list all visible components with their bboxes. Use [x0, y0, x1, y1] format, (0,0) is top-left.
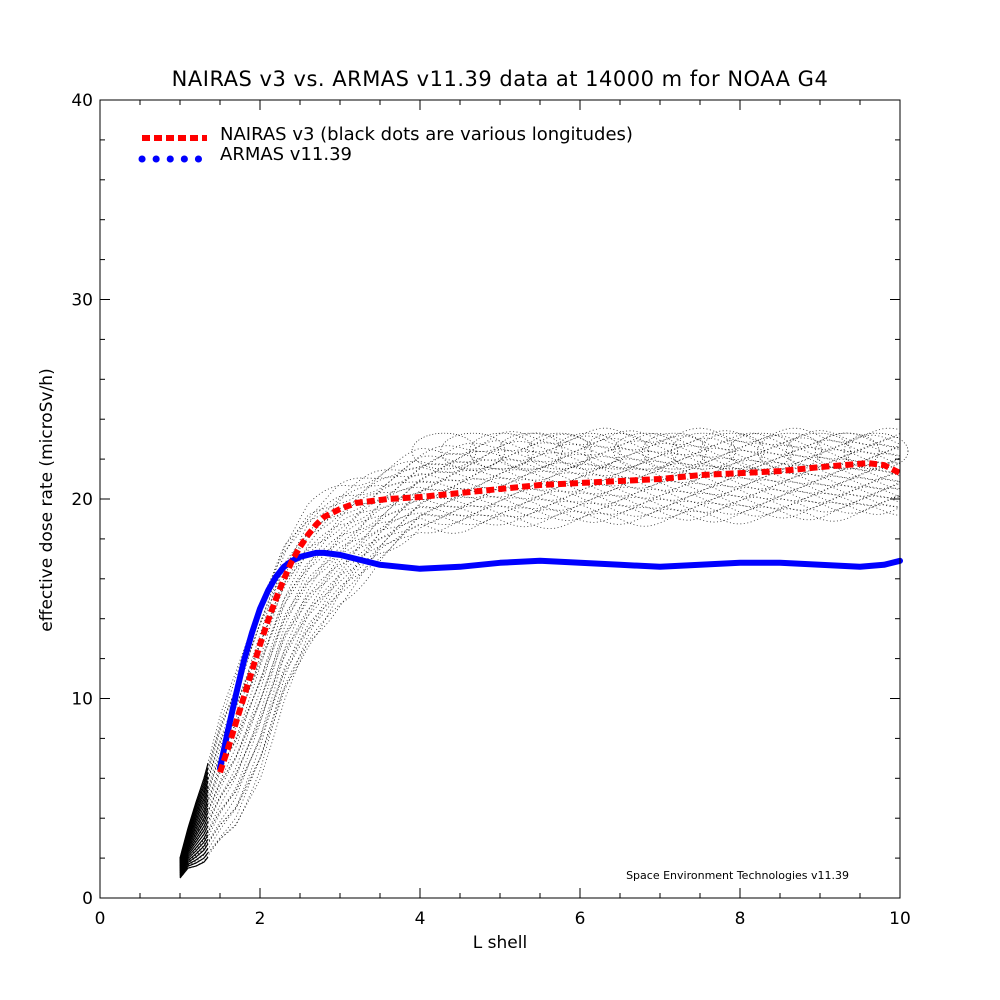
axis-ticks: 0 2 4 6 8 10 0 10 20 30 40: [71, 91, 910, 929]
longitude-dot-curve: [179, 446, 901, 864]
longitude-dot-curve: [179, 432, 901, 860]
longitude-dot-curve: [179, 482, 901, 873]
longitude-dot-loop: [469, 432, 534, 470]
longitude-dot-curve: [179, 847, 209, 877]
longitude-dot-curve: [179, 439, 901, 862]
longitude-dot-curve: [179, 436, 901, 861]
longitude-dot-loop: [584, 432, 650, 470]
longitude-dot-loop: [670, 432, 736, 470]
y-tick-label: 10: [71, 690, 93, 710]
longitude-dot-curve: [179, 430, 901, 859]
x-tick-label: 10: [889, 909, 911, 929]
y-tick-label: 20: [71, 490, 93, 510]
longitude-dot-curve: [179, 838, 209, 875]
longitude-dot-curve: [179, 825, 209, 872]
longitude-dot-curve: [179, 427, 901, 859]
x-tick-label: 6: [575, 909, 586, 929]
longitude-dot-curve: [179, 442, 901, 862]
longitude-dot-curve: [179, 852, 209, 878]
longitude-dot-curve: [179, 856, 209, 879]
y-tick-label: 0: [82, 889, 93, 909]
longitude-dot-loop: [411, 432, 477, 470]
longitude-dot-curve: [179, 486, 901, 874]
longitude-dot-curve: [179, 462, 901, 868]
longitude-dot-loop: [843, 432, 909, 470]
longitude-dot-loop: [814, 432, 880, 470]
longitude-dot-curve: [179, 504, 901, 879]
legend-label-nairas: NAIRAS v3 (black dots are various longit…: [220, 124, 633, 145]
longitude-dot-curve: [179, 830, 209, 873]
longitude-dot-loop: [699, 432, 765, 470]
longitude-dot-curve: [179, 434, 901, 861]
longitude-dot-loop: [613, 432, 678, 470]
y-axis-label: effective dose rate (microSv/h): [37, 368, 57, 631]
longitude-dot-curve: [179, 834, 209, 874]
longitude-dot-curve: [179, 502, 901, 878]
series-layer: [217, 460, 903, 774]
x-tick-label: 8: [735, 909, 746, 929]
y-tick-label: 30: [71, 291, 93, 311]
longitude-dot-curve: [179, 843, 209, 876]
credit-label: Space Environment Technologies v11.39: [626, 869, 849, 882]
legend: NAIRAS v3 (black dots are various longit…: [138, 124, 633, 165]
longitude-dot-curve: [179, 503, 901, 878]
series-line-nairas: [217, 460, 902, 774]
longitude-dot-curve: [179, 469, 901, 870]
longitude-dot-curve: [179, 487, 901, 875]
series-line-armas: [217, 549, 903, 772]
chart-title: NAIRAS v3 vs. ARMAS v11.39 data at 14000…: [172, 67, 829, 91]
longitude-dot-curve: [179, 494, 901, 876]
longitude-dot-loop: [728, 432, 794, 470]
legend-label-armas: ARMAS v11.39: [220, 144, 352, 165]
x-tick-label: 4: [415, 909, 426, 929]
longitude-dot-curve: [179, 453, 901, 865]
longitude-dot-loop: [555, 432, 621, 470]
x-tick-label: 2: [255, 909, 266, 929]
longitude-dot-curve: [179, 763, 209, 859]
x-tick-label: 0: [95, 909, 106, 929]
longitude-dot-loop: [786, 432, 851, 470]
longitude-dot-loop: [498, 432, 563, 470]
x-axis-label: L shell: [473, 933, 527, 953]
longitude-dot-loop: [642, 432, 707, 470]
y-tick-label: 40: [71, 91, 93, 111]
longitude-dot-loop: [440, 432, 506, 470]
longitude-dot-loop: [526, 432, 592, 470]
